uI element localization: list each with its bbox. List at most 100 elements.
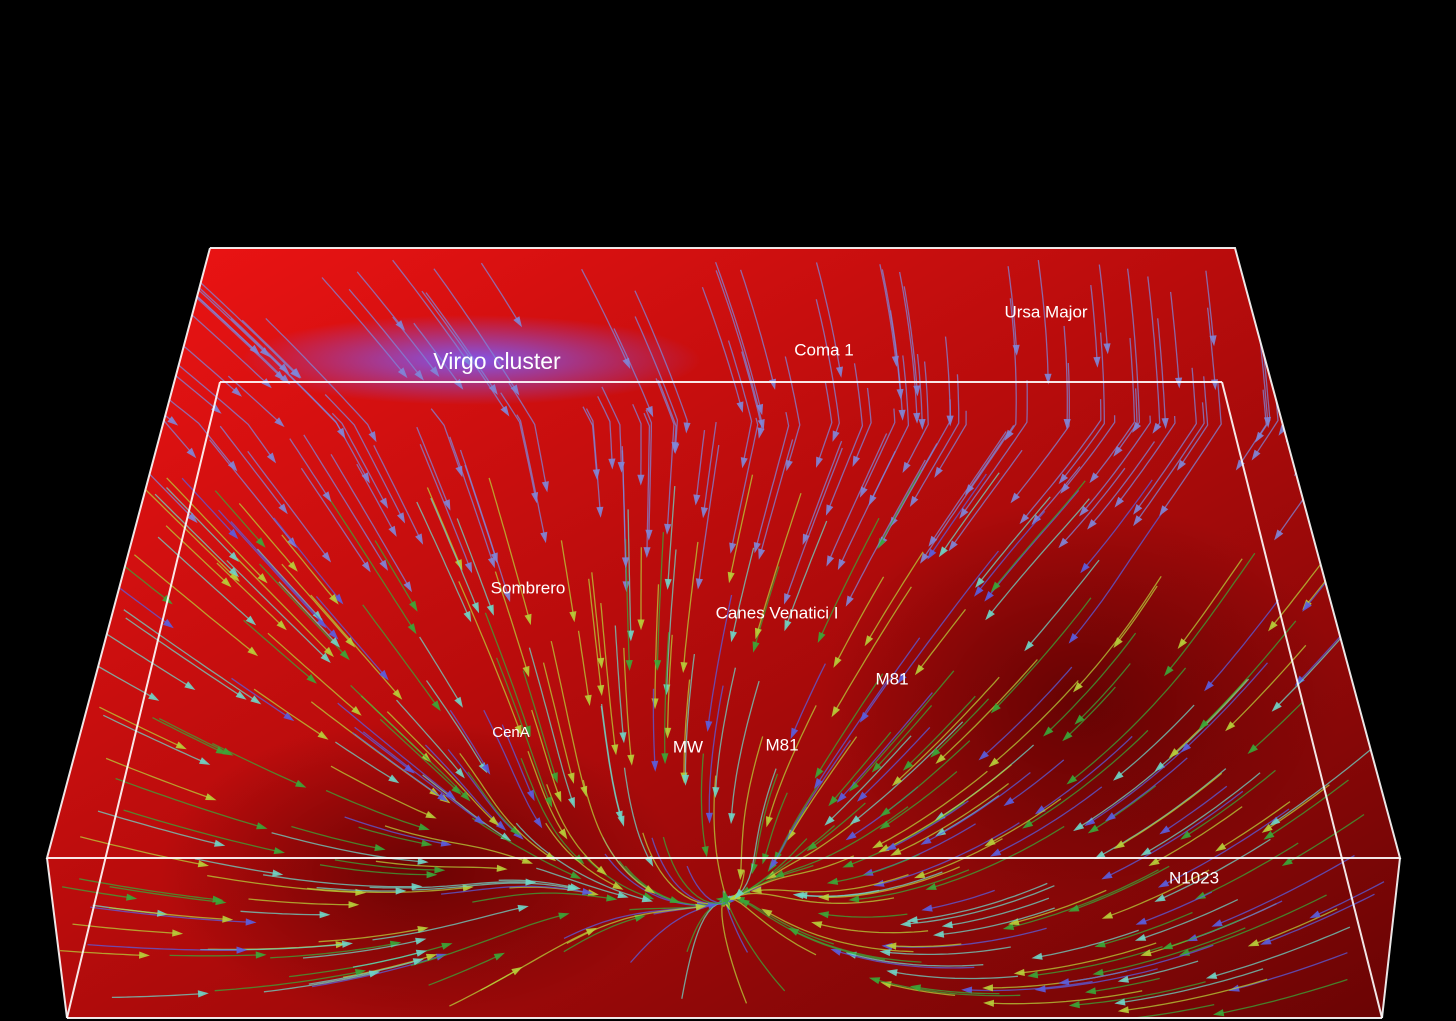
arrowhead [712, 787, 720, 798]
streamline [708, 685, 724, 818]
streamline [410, 914, 564, 967]
streamline [1207, 599, 1280, 688]
streamline [1106, 790, 1244, 878]
arrowhead [622, 357, 631, 369]
arrowhead [705, 812, 713, 824]
streamline [1116, 585, 1158, 644]
arrowhead [828, 795, 838, 807]
arrowhead [187, 512, 198, 524]
streamline [1163, 808, 1290, 886]
streamline [542, 662, 573, 779]
arrowhead [1159, 825, 1171, 835]
arrowhead [849, 815, 861, 825]
arrowhead [197, 860, 209, 868]
streamline [413, 322, 461, 386]
streamline [967, 432, 1009, 491]
streamline [847, 459, 926, 602]
arrowhead [920, 836, 932, 845]
streamline [259, 563, 347, 657]
streamline [1074, 981, 1206, 1006]
arrowhead [727, 571, 735, 584]
streamline [214, 970, 361, 992]
streamline [133, 554, 254, 654]
arrowhead [431, 700, 441, 712]
arrowhead [437, 792, 449, 802]
streamline [1040, 968, 1158, 991]
streamline [918, 608, 967, 671]
arrowhead [990, 848, 1002, 857]
streamline [308, 959, 419, 985]
streamline [925, 771, 1031, 843]
arrowhead [664, 523, 672, 535]
label: MW [673, 737, 703, 756]
streamline [125, 617, 242, 698]
streamline [816, 922, 929, 934]
arrowhead [1002, 923, 1015, 930]
streamline [263, 972, 375, 993]
arrowhead [934, 466, 943, 478]
streamline [854, 869, 970, 901]
arrowhead [1152, 422, 1162, 434]
arrowhead [1177, 638, 1187, 649]
arrowhead [236, 946, 248, 954]
streamline [1265, 893, 1375, 944]
arrowhead [249, 344, 260, 355]
streamline [289, 438, 329, 498]
streamline [681, 897, 732, 999]
arrowhead [890, 847, 902, 856]
streamline [839, 451, 896, 565]
arrowhead [167, 416, 179, 426]
arrowhead [959, 508, 969, 519]
arrowhead [510, 825, 521, 836]
arrowhead [845, 595, 854, 607]
arrowhead [1043, 726, 1054, 737]
arrowhead [1198, 719, 1209, 730]
streamline [1211, 926, 1351, 978]
arrowhead [184, 681, 196, 690]
streamline [1286, 813, 1365, 864]
streamline [362, 731, 481, 822]
arrowhead [1113, 771, 1124, 781]
streamline [835, 576, 885, 663]
streamline [531, 709, 560, 797]
arrowhead [558, 828, 568, 840]
streamline [384, 825, 528, 863]
streamline [263, 874, 417, 888]
arrowhead [918, 419, 926, 430]
arrowhead [397, 512, 406, 524]
label: N1023 [1169, 868, 1219, 887]
arrowhead [1161, 942, 1174, 950]
streamline [1022, 399, 1102, 520]
streamline [230, 520, 335, 636]
arrowhead [736, 401, 744, 413]
arrowhead [831, 706, 841, 718]
arrowhead [1211, 919, 1223, 927]
arrowhead [279, 363, 290, 374]
streamline [130, 474, 237, 579]
streamline [214, 490, 263, 544]
arrowhead [425, 953, 438, 961]
streamline [348, 288, 421, 377]
arrowhead [761, 908, 773, 917]
streamline [1109, 757, 1188, 819]
streamline [931, 431, 1007, 543]
arrowhead [379, 559, 389, 571]
arrowhead [1117, 975, 1129, 983]
streamline [884, 740, 971, 814]
arrowhead [826, 877, 839, 885]
streamline [419, 636, 461, 704]
arrowhead [1140, 847, 1152, 856]
arrowhead [984, 591, 994, 602]
arrowhead [1058, 978, 1070, 986]
streamline [412, 882, 573, 891]
streamline [1008, 869, 1159, 929]
arrowhead [1103, 343, 1111, 355]
streamline [840, 692, 933, 799]
arrowhead [1004, 429, 1014, 441]
streamline [792, 663, 826, 734]
arrowhead [784, 619, 792, 632]
streamline [516, 414, 546, 538]
arrowhead [990, 581, 1001, 593]
streamline [97, 810, 220, 846]
